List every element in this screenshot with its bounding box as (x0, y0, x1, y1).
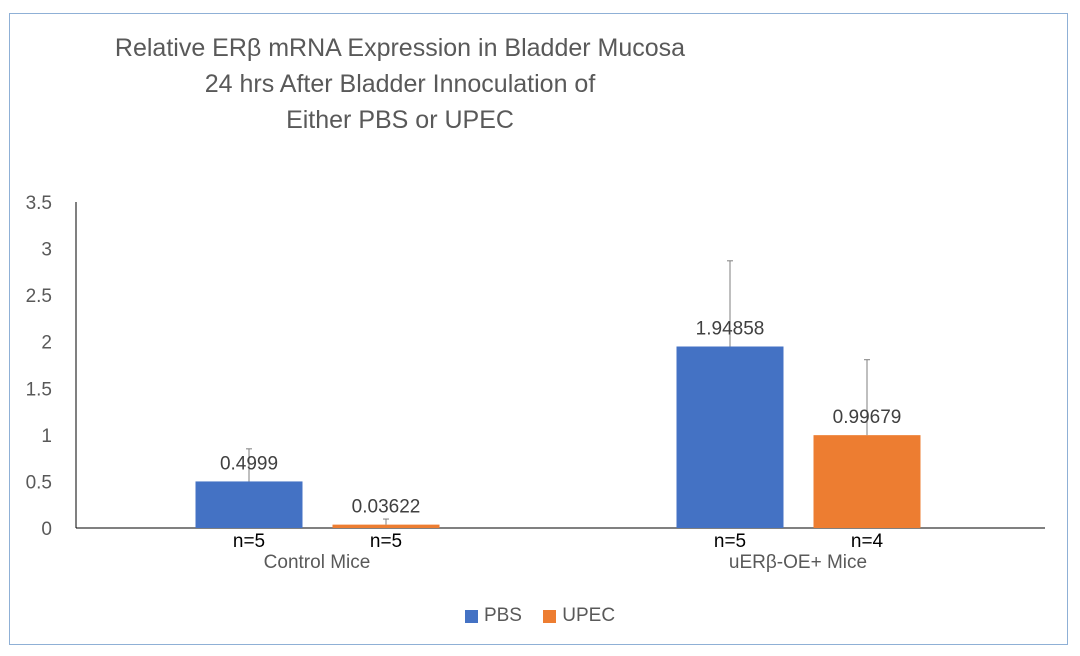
title-line-1: Relative ERβ mRNA Expression in Bladder … (114, 34, 686, 62)
y-tick-label: 1 (41, 426, 52, 447)
legend: PBS UPEC (0, 605, 1080, 629)
y-tick-label: 1.5 (26, 379, 52, 400)
chart-frame (9, 13, 1068, 645)
bar-pbs-1 (676, 346, 784, 528)
legend-label-upec: UPEC (562, 605, 616, 626)
legend-item-upec: UPEC (543, 605, 615, 627)
title-line-2: 24 hrs After Bladder Innoculation of (204, 70, 596, 98)
n-label-pbs-1: n=5 (714, 531, 746, 552)
y-tick-label: 0 (41, 519, 52, 540)
bar-upec-0 (332, 524, 440, 528)
y-tick-label: 3 (41, 240, 52, 261)
category-label-1: uERβ-OE+ Mice (729, 552, 867, 573)
n-label-pbs-0: n=5 (233, 531, 265, 552)
legend-label-pbs: PBS (483, 605, 522, 626)
legend-swatch-upec (543, 609, 557, 623)
y-tick-label: 2 (41, 333, 52, 354)
data-label-upec-1: 0.99679 (833, 407, 902, 428)
y-tick-label: 0.5 (26, 472, 52, 493)
n-label-upec-0: n=5 (370, 531, 402, 552)
data-label-pbs-1: 1.94858 (696, 319, 765, 340)
chart-title: Relative ERβ mRNA Expression in Bladder … (100, 30, 700, 138)
bar-upec-1 (813, 435, 921, 528)
n-label-upec-1: n=4 (851, 531, 884, 552)
title-line-3: Either PBS or UPEC (286, 106, 514, 134)
category-label-0: Control Mice (264, 552, 371, 573)
data-label-upec-0: 0.03622 (352, 497, 421, 518)
legend-swatch-pbs (464, 609, 478, 623)
bar-pbs-0 (195, 481, 303, 528)
y-tick-label: 3.5 (26, 193, 52, 214)
y-tick-label: 2.5 (26, 286, 52, 307)
legend-item-pbs: PBS (464, 605, 522, 627)
data-label-pbs-0: 0.4999 (220, 453, 278, 474)
